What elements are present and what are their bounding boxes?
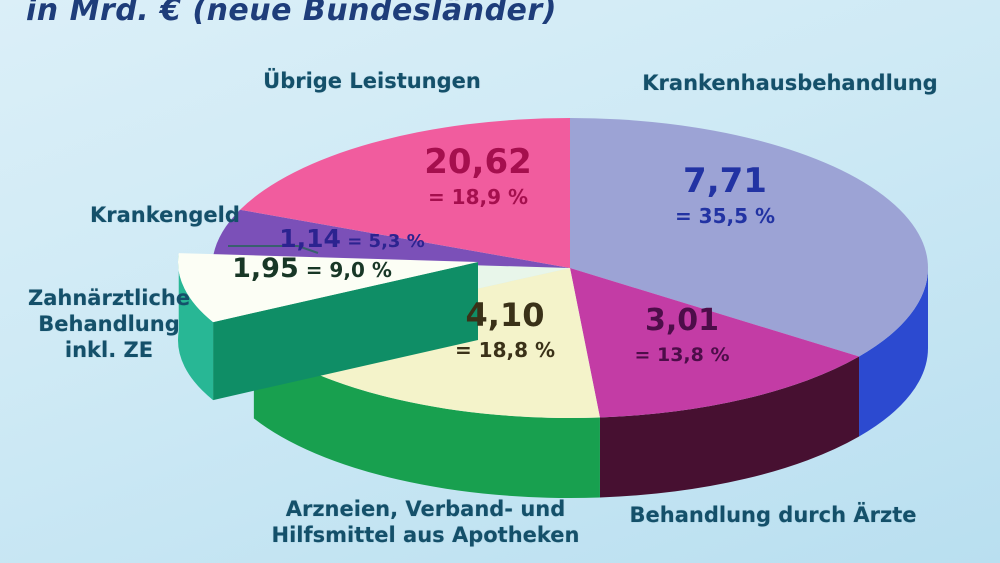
pie-slice-1	[570, 268, 860, 418]
slice-rim-0	[859, 268, 928, 437]
slice-label-zahnaerztliche: Zahnärztliche Behandlung inkl. ZE	[28, 286, 191, 362]
slice-value-1: 3,01 = 13,8 %	[634, 303, 729, 366]
slice-rim-2	[253, 338, 600, 499]
slice-label-uebrige-leistungen: Übrige Leistungen	[263, 69, 481, 93]
slice-value-2: 4,10 = 18,8 %	[455, 296, 555, 362]
exploded-slice-rim	[177, 253, 214, 401]
chart-title: in Mrd. € (neue Bundesländer)	[26, 0, 557, 28]
exploded-slice-side	[213, 262, 478, 401]
slice-label-behandlung-aerzte: Behandlung durch Ärzte	[629, 503, 917, 527]
slice-value-3: 1,95 = 9,0 %	[232, 253, 392, 284]
slice-label-krankenhausbehandlung: Krankenhausbehandlung	[642, 71, 938, 95]
slice-rim-1	[599, 356, 860, 498]
slice-value-5: 20,62 = 18,9 %	[424, 142, 532, 209]
pie-slice-5	[240, 117, 571, 268]
slice-label-krankengeld: Krankengeld	[90, 203, 240, 227]
slice-value-4: 1,14 = 5,3 %	[279, 224, 425, 253]
pie-slice-0	[570, 118, 928, 357]
slice-value-0: 7,71 = 35,5 %	[675, 161, 775, 228]
krankengeld-callout-line	[228, 245, 319, 254]
slice-label-arzneien: Arzneien, Verband- und Hilfsmittel aus A…	[271, 497, 580, 547]
pie-slice-4	[212, 209, 570, 268]
pie-slice-3	[177, 253, 478, 323]
